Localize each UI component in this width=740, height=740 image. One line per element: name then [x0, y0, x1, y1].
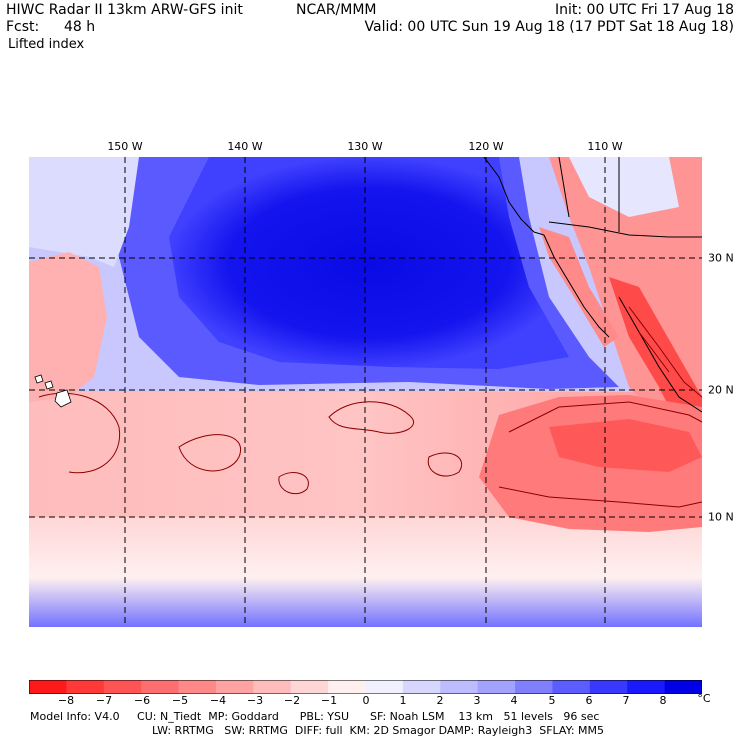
colorbar-tick-1: 1 — [399, 694, 407, 707]
colorbar-swatch — [627, 680, 666, 694]
state-border — [558, 157, 570, 218]
colorbar-swatch — [664, 680, 702, 694]
colorbar-swatch — [589, 680, 628, 694]
colorbar-swatch — [253, 680, 292, 694]
colorbar-swatch — [29, 680, 67, 694]
li-contour-tropical-3 — [278, 472, 309, 495]
colorbar-tick-4: 4 — [510, 694, 518, 707]
island-kauai — [34, 374, 44, 384]
northwest-light-blue — [29, 157, 139, 267]
colorbar-tick-m6: −6 — [133, 694, 151, 707]
island-oahu — [44, 380, 54, 390]
colorbar-tick-m3: −3 — [246, 694, 264, 707]
east-pacific-core — [549, 419, 702, 472]
coastline-california — [483, 157, 545, 236]
colorbar-swatch — [552, 680, 591, 694]
colorbar-tick-m1: −1 — [320, 694, 338, 707]
sw-us-interior — [569, 157, 679, 217]
colorbar — [29, 680, 702, 694]
organization: NCAR/MMM — [296, 2, 377, 18]
colorbar-unit: °C — [697, 692, 711, 705]
lon-label-140w: 140 W — [227, 140, 263, 153]
colorbar-tick-m4: −4 — [209, 694, 227, 707]
li-contour-tropical-4 — [178, 434, 242, 472]
init-time: Init: 00 UTC Fri 17 Aug 18 — [554, 2, 734, 18]
coastline-mexico — [618, 296, 702, 413]
lon-label-120w: 120 W — [468, 140, 504, 153]
colorbar-tick-m2: −2 — [283, 694, 301, 707]
colorbar-tick-0: 0 — [362, 694, 370, 707]
model-info-line-1: Model Info: V4.0 CU: N_Tiedt MP: Goddard… — [30, 710, 600, 723]
colorbar-swatch — [215, 680, 254, 694]
field-name: Lifted index — [8, 37, 85, 52]
subtropical-blue-core — [169, 157, 569, 369]
li-contour-tropical-2 — [427, 452, 462, 477]
model-info-line-2: LW: RRTMG SW: RRTMG DIFF: full KM: 2D Sm… — [152, 724, 605, 737]
colorbar-tick-7: 7 — [622, 694, 630, 707]
colorbar-tick-3: 3 — [473, 694, 481, 707]
colorbar-swatch — [328, 680, 366, 694]
colorbar-swatch — [103, 680, 142, 694]
colorbar-swatch — [477, 680, 516, 694]
lon-label-130w: 130 W — [347, 140, 383, 153]
lon-label-110w: 110 W — [587, 140, 623, 153]
baja-peninsula — [539, 227, 619, 347]
colorbar-tick-m7: −7 — [95, 694, 113, 707]
lat-label-20n: 20 N — [708, 383, 734, 397]
valid-time: Valid: 00 UTC Sun 19 Aug 18 (17 PDT Sat … — [364, 19, 734, 35]
forecast-label: Fcst: — [6, 19, 40, 35]
lifted-index-map — [29, 157, 702, 627]
colorbar-swatch — [440, 680, 479, 694]
li-contour-sierra — [628, 306, 702, 398]
colorbar-tick-2: 2 — [436, 694, 444, 707]
hawaii-unstable-area — [29, 252, 107, 402]
colorbar-tick-m8: −8 — [57, 694, 75, 707]
colorbar-tick-5: 5 — [548, 694, 556, 707]
colorbar-swatch — [365, 680, 404, 694]
model-title: HIWC Radar II 13km ARW-GFS init — [6, 2, 243, 18]
colorbar-swatch — [66, 680, 105, 694]
colorbar-swatch — [141, 680, 180, 694]
colorbar-tick-m5: −5 — [171, 694, 189, 707]
lat-label-30n: 30 N — [708, 251, 734, 265]
forecast-hour: 48 h — [64, 19, 96, 35]
li-contour-east-pacific — [498, 401, 702, 508]
lon-label-150w: 150 W — [107, 140, 143, 153]
colorbar-swatch — [402, 680, 441, 694]
lat-label-10n: 10 N — [708, 510, 734, 524]
colorbar-swatch — [515, 680, 553, 694]
colorbar-tick-6: 6 — [585, 694, 593, 707]
colorbar-swatch — [290, 680, 329, 694]
li-contour-tropical-1 — [328, 401, 415, 434]
coastline-baja — [543, 234, 610, 338]
island-hawaii — [54, 389, 72, 408]
colorbar-tick-8: 8 — [659, 694, 667, 707]
colorbar-swatch — [178, 680, 217, 694]
us-mexico-border — [548, 221, 702, 238]
